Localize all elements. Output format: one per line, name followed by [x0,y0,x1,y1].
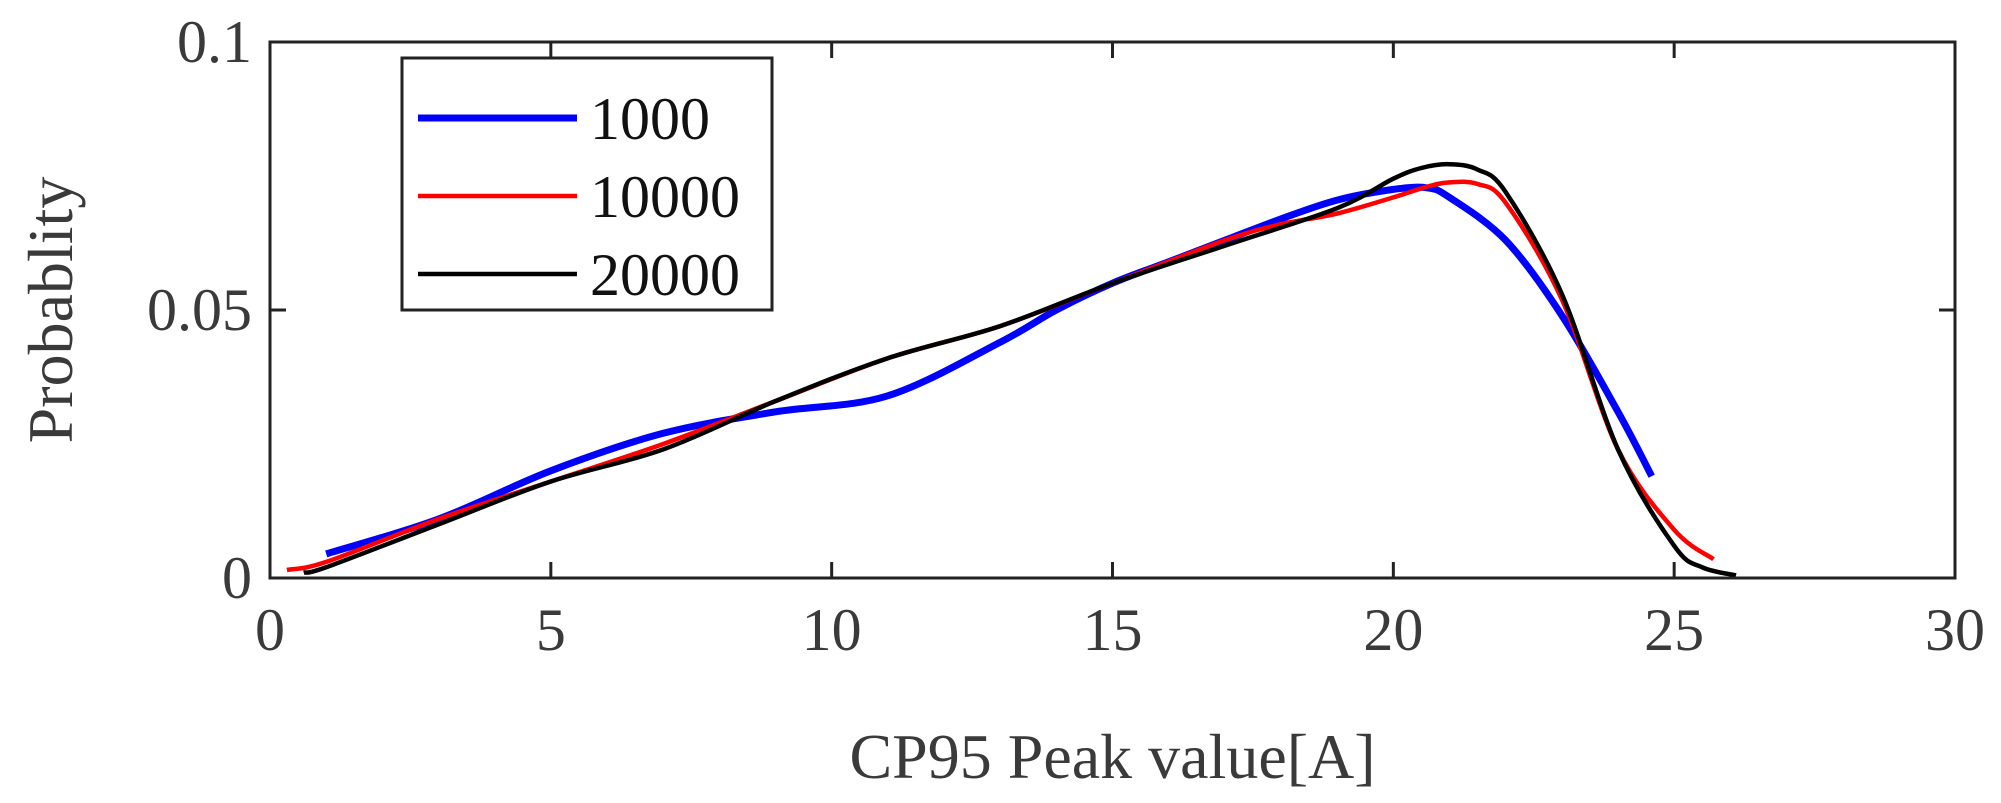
legend-box [400,56,774,312]
x-tick-label: 30 [1925,597,1985,663]
y-tick-label: 0 [222,545,252,611]
series-line-20000 [303,161,1737,578]
legend: 1000 10000 20000 [400,56,774,312]
x-tick-label: 20 [1363,597,1423,663]
y-tick-label: 0.05 [147,277,252,343]
x-axis-label: CP95 Peak value[A] [849,721,1375,792]
x-tick-label: 5 [536,597,566,663]
x-tick-label: 10 [802,597,862,663]
y-tick-label: 0.1 [177,9,252,75]
y-axis-label: Probablity [15,177,86,444]
x-tick-label: 25 [1644,597,1704,663]
legend-label-20000: 20000 [590,242,740,308]
series-layer [286,161,1737,578]
x-tick-label: 0 [255,597,285,663]
legend-label-10000: 10000 [590,164,740,230]
ticks-layer: 0 5 10 15 20 25 30 0 0.05 0.1 [147,9,1985,663]
legend-label-1000: 1000 [590,86,710,152]
x-tick-label: 15 [1083,597,1143,663]
